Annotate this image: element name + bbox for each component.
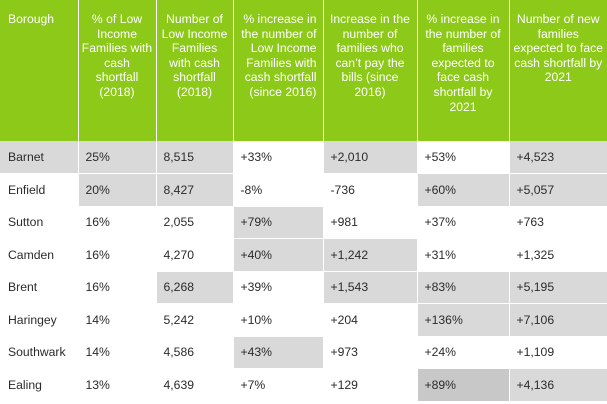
cell-pct-increase-since-2016: +39%: [232, 271, 323, 304]
cell-increase-families-since-2016: -736: [322, 173, 417, 207]
header-pct-increase-since-2016: % increase in the number of Low Income F…: [232, 0, 323, 141]
cell-pct-low-income: 25%: [77, 141, 156, 174]
header-new-families-by-2021: Number of new families expected to face …: [508, 0, 607, 141]
cell-pct-increase-by-2021: +24%: [416, 336, 509, 369]
table-row: Enfield 20% 8,427 -8% -736 +60% +5,057: [0, 173, 607, 207]
cell-pct-increase-since-2016: +10%: [232, 303, 323, 337]
cell-pct-low-income: 13%: [77, 368, 156, 402]
table-row: Barnet 25% 8,515 +33% +2,010 +53% +4,523: [0, 141, 607, 174]
header-pct-low-income: % of Low Income Families with cash short…: [77, 0, 156, 141]
cell-number-low-income: 4,586: [155, 336, 233, 369]
cell-increase-families-since-2016: +973: [322, 336, 417, 369]
cell-number-low-income: 8,515: [155, 141, 233, 174]
table-row: Camden 16% 4,270 +40% +1,242 +31% +1,325: [0, 238, 607, 272]
cell-pct-increase-since-2016: -8%: [232, 173, 323, 207]
cell-increase-families-since-2016: +981: [322, 206, 417, 239]
cell-borough: Haringey: [0, 303, 78, 337]
cell-increase-families-since-2016: +2,010: [322, 141, 417, 174]
cell-pct-increase-by-2021: +53%: [416, 141, 509, 174]
table-row: Ealing 13% 4,639 +7% +129 +89% +4,136: [0, 368, 607, 402]
cell-pct-increase-by-2021: +89%: [416, 368, 509, 402]
cell-new-families-by-2021: +7,106: [508, 303, 607, 337]
table-row: Haringey 14% 5,242 +10% +204 +136% +7,10…: [0, 303, 607, 337]
cell-new-families-by-2021: +4,523: [508, 141, 607, 174]
cell-number-low-income: 2,055: [155, 206, 233, 239]
cell-pct-increase-by-2021: +31%: [416, 238, 509, 272]
cell-new-families-by-2021: +5,057: [508, 173, 607, 207]
cell-pct-increase-since-2016: +33%: [232, 141, 323, 174]
table-row: Southwark 14% 4,586 +43% +973 +24% +1,10…: [0, 336, 607, 369]
cell-increase-families-since-2016: +129: [322, 368, 417, 402]
cell-number-low-income: 4,639: [155, 368, 233, 402]
cell-pct-increase-since-2016: +43%: [232, 336, 323, 369]
header-number-low-income: Number of Low Income Families with cash …: [155, 0, 233, 141]
cell-increase-families-since-2016: +1,543: [322, 271, 417, 304]
cell-borough: Brent: [0, 271, 78, 304]
cell-pct-low-income: 16%: [77, 206, 156, 239]
cell-pct-increase-by-2021: +83%: [416, 271, 509, 304]
cell-number-low-income: 4,270: [155, 238, 233, 272]
cell-pct-low-income: 16%: [77, 271, 156, 304]
cell-pct-increase-since-2016: +40%: [232, 238, 323, 272]
cell-borough: Southwark: [0, 336, 78, 369]
cell-pct-low-income: 20%: [77, 173, 156, 207]
cell-borough: Ealing: [0, 368, 78, 402]
cell-new-families-by-2021: +1,325: [508, 238, 607, 272]
cell-borough: Camden: [0, 238, 78, 272]
cell-increase-families-since-2016: +204: [322, 303, 417, 337]
table-row: Brent 16% 6,268 +39% +1,543 +83% +5,195: [0, 271, 607, 304]
cell-borough: Enfield: [0, 173, 78, 207]
cell-pct-low-income: 14%: [77, 336, 156, 369]
cell-borough: Barnet: [0, 141, 78, 174]
cell-new-families-by-2021: +5,195: [508, 271, 607, 304]
header-borough: Borough: [0, 0, 78, 141]
cell-number-low-income: 8,427: [155, 173, 233, 207]
cell-borough: Sutton: [0, 206, 78, 239]
cell-increase-families-since-2016: +1,242: [322, 238, 417, 272]
header-increase-families-since-2016: Increase in the number of families who c…: [322, 0, 417, 141]
cell-pct-increase-by-2021: +136%: [416, 303, 509, 337]
table-header-row: Borough % of Low Income Families with ca…: [0, 0, 607, 141]
cell-number-low-income: 5,242: [155, 303, 233, 337]
cell-new-families-by-2021: +1,109: [508, 336, 607, 369]
cell-pct-increase-since-2016: +7%: [232, 368, 323, 402]
cell-pct-increase-since-2016: +79%: [232, 206, 323, 239]
cell-pct-increase-by-2021: +37%: [416, 206, 509, 239]
table-row: Sutton 16% 2,055 +79% +981 +37% +763: [0, 206, 607, 239]
cell-pct-low-income: 14%: [77, 303, 156, 337]
header-pct-increase-by-2021: % increase in the number of families exp…: [416, 0, 509, 141]
cell-pct-low-income: 16%: [77, 238, 156, 272]
cell-number-low-income: 6,268: [155, 271, 233, 304]
cell-new-families-by-2021: +763: [508, 206, 607, 239]
cell-new-families-by-2021: +4,136: [508, 368, 607, 402]
cell-pct-increase-by-2021: +60%: [416, 173, 509, 207]
